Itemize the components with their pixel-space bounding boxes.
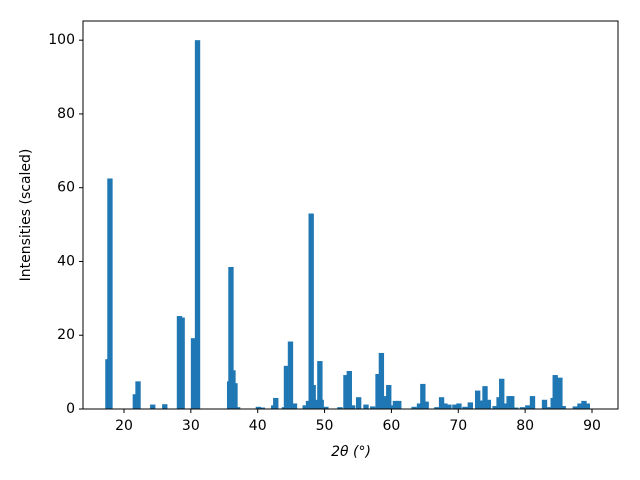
bar [291,403,298,409]
bar [496,397,502,409]
bar [411,406,417,409]
plot-frame [82,20,619,410]
bar [545,407,551,409]
bar [234,407,241,409]
y-tick-label: 60 [57,180,75,196]
bar [310,385,316,409]
bar [386,385,392,409]
bar [273,397,279,409]
x-axis-label: 2θ (°) [331,444,371,460]
bar [378,352,385,409]
bar [506,396,512,409]
bar [552,375,558,409]
bar [420,383,426,409]
bar [577,403,583,409]
bar [525,405,531,409]
bar [349,405,356,409]
bar [462,406,468,409]
bar [584,403,590,409]
bar [308,213,314,409]
bar [392,400,399,409]
bar [255,406,262,409]
x-tick-label: 60 [383,418,401,434]
bar [416,403,423,409]
bar [388,405,395,409]
bar [423,401,429,409]
x-tick-label: 50 [316,418,334,434]
y-axis-label: Intensities (scaled) [18,149,34,282]
bar [312,399,318,409]
y-tick-label: 80 [57,106,75,122]
bar [162,404,168,409]
bar [355,397,362,409]
bar [318,399,324,409]
x-tick-label: 40 [249,418,267,434]
bar [482,386,488,409]
bar [228,267,234,409]
bar [337,407,343,409]
y-tick-label: 100 [48,32,75,48]
y-tick-label: 20 [57,327,75,343]
bar [581,400,587,409]
bar [541,399,548,409]
x-tick-label: 80 [516,418,534,434]
bar [452,404,458,409]
y-tick-label: 40 [57,253,75,269]
bar [232,383,238,409]
bar [519,407,526,409]
x-tick-label: 90 [583,418,601,434]
x-tick-label: 20 [115,418,133,434]
bar [434,407,440,409]
bar [135,381,141,409]
bar [572,406,578,409]
x-tick-label: 30 [182,418,200,434]
bar [107,178,113,409]
bar [283,365,290,409]
bar [438,397,445,409]
bar [446,404,452,409]
bar [442,403,448,409]
bar [456,403,462,409]
bar [557,377,563,409]
bar [467,402,473,409]
bar [287,341,294,409]
bar [302,405,308,409]
bar [150,404,156,409]
bar [509,396,515,409]
bar [363,404,369,409]
bar [529,396,536,409]
y-tick-label: 0 [66,401,75,417]
bar [485,399,492,409]
bar [375,373,381,409]
bar [317,361,323,409]
bar [382,396,388,409]
bar [194,40,201,409]
bar [259,407,266,409]
bar [502,403,508,409]
bar [513,407,519,409]
bar [396,400,402,409]
bar [370,406,376,409]
bar [499,378,505,409]
bar [492,406,498,409]
bar [478,400,484,409]
x-tick-label: 70 [449,418,467,434]
bar [560,406,566,409]
bar [474,390,481,409]
bar [346,371,352,409]
bar [343,375,349,409]
bar [323,406,329,409]
bar [179,317,185,409]
bar [190,338,197,409]
